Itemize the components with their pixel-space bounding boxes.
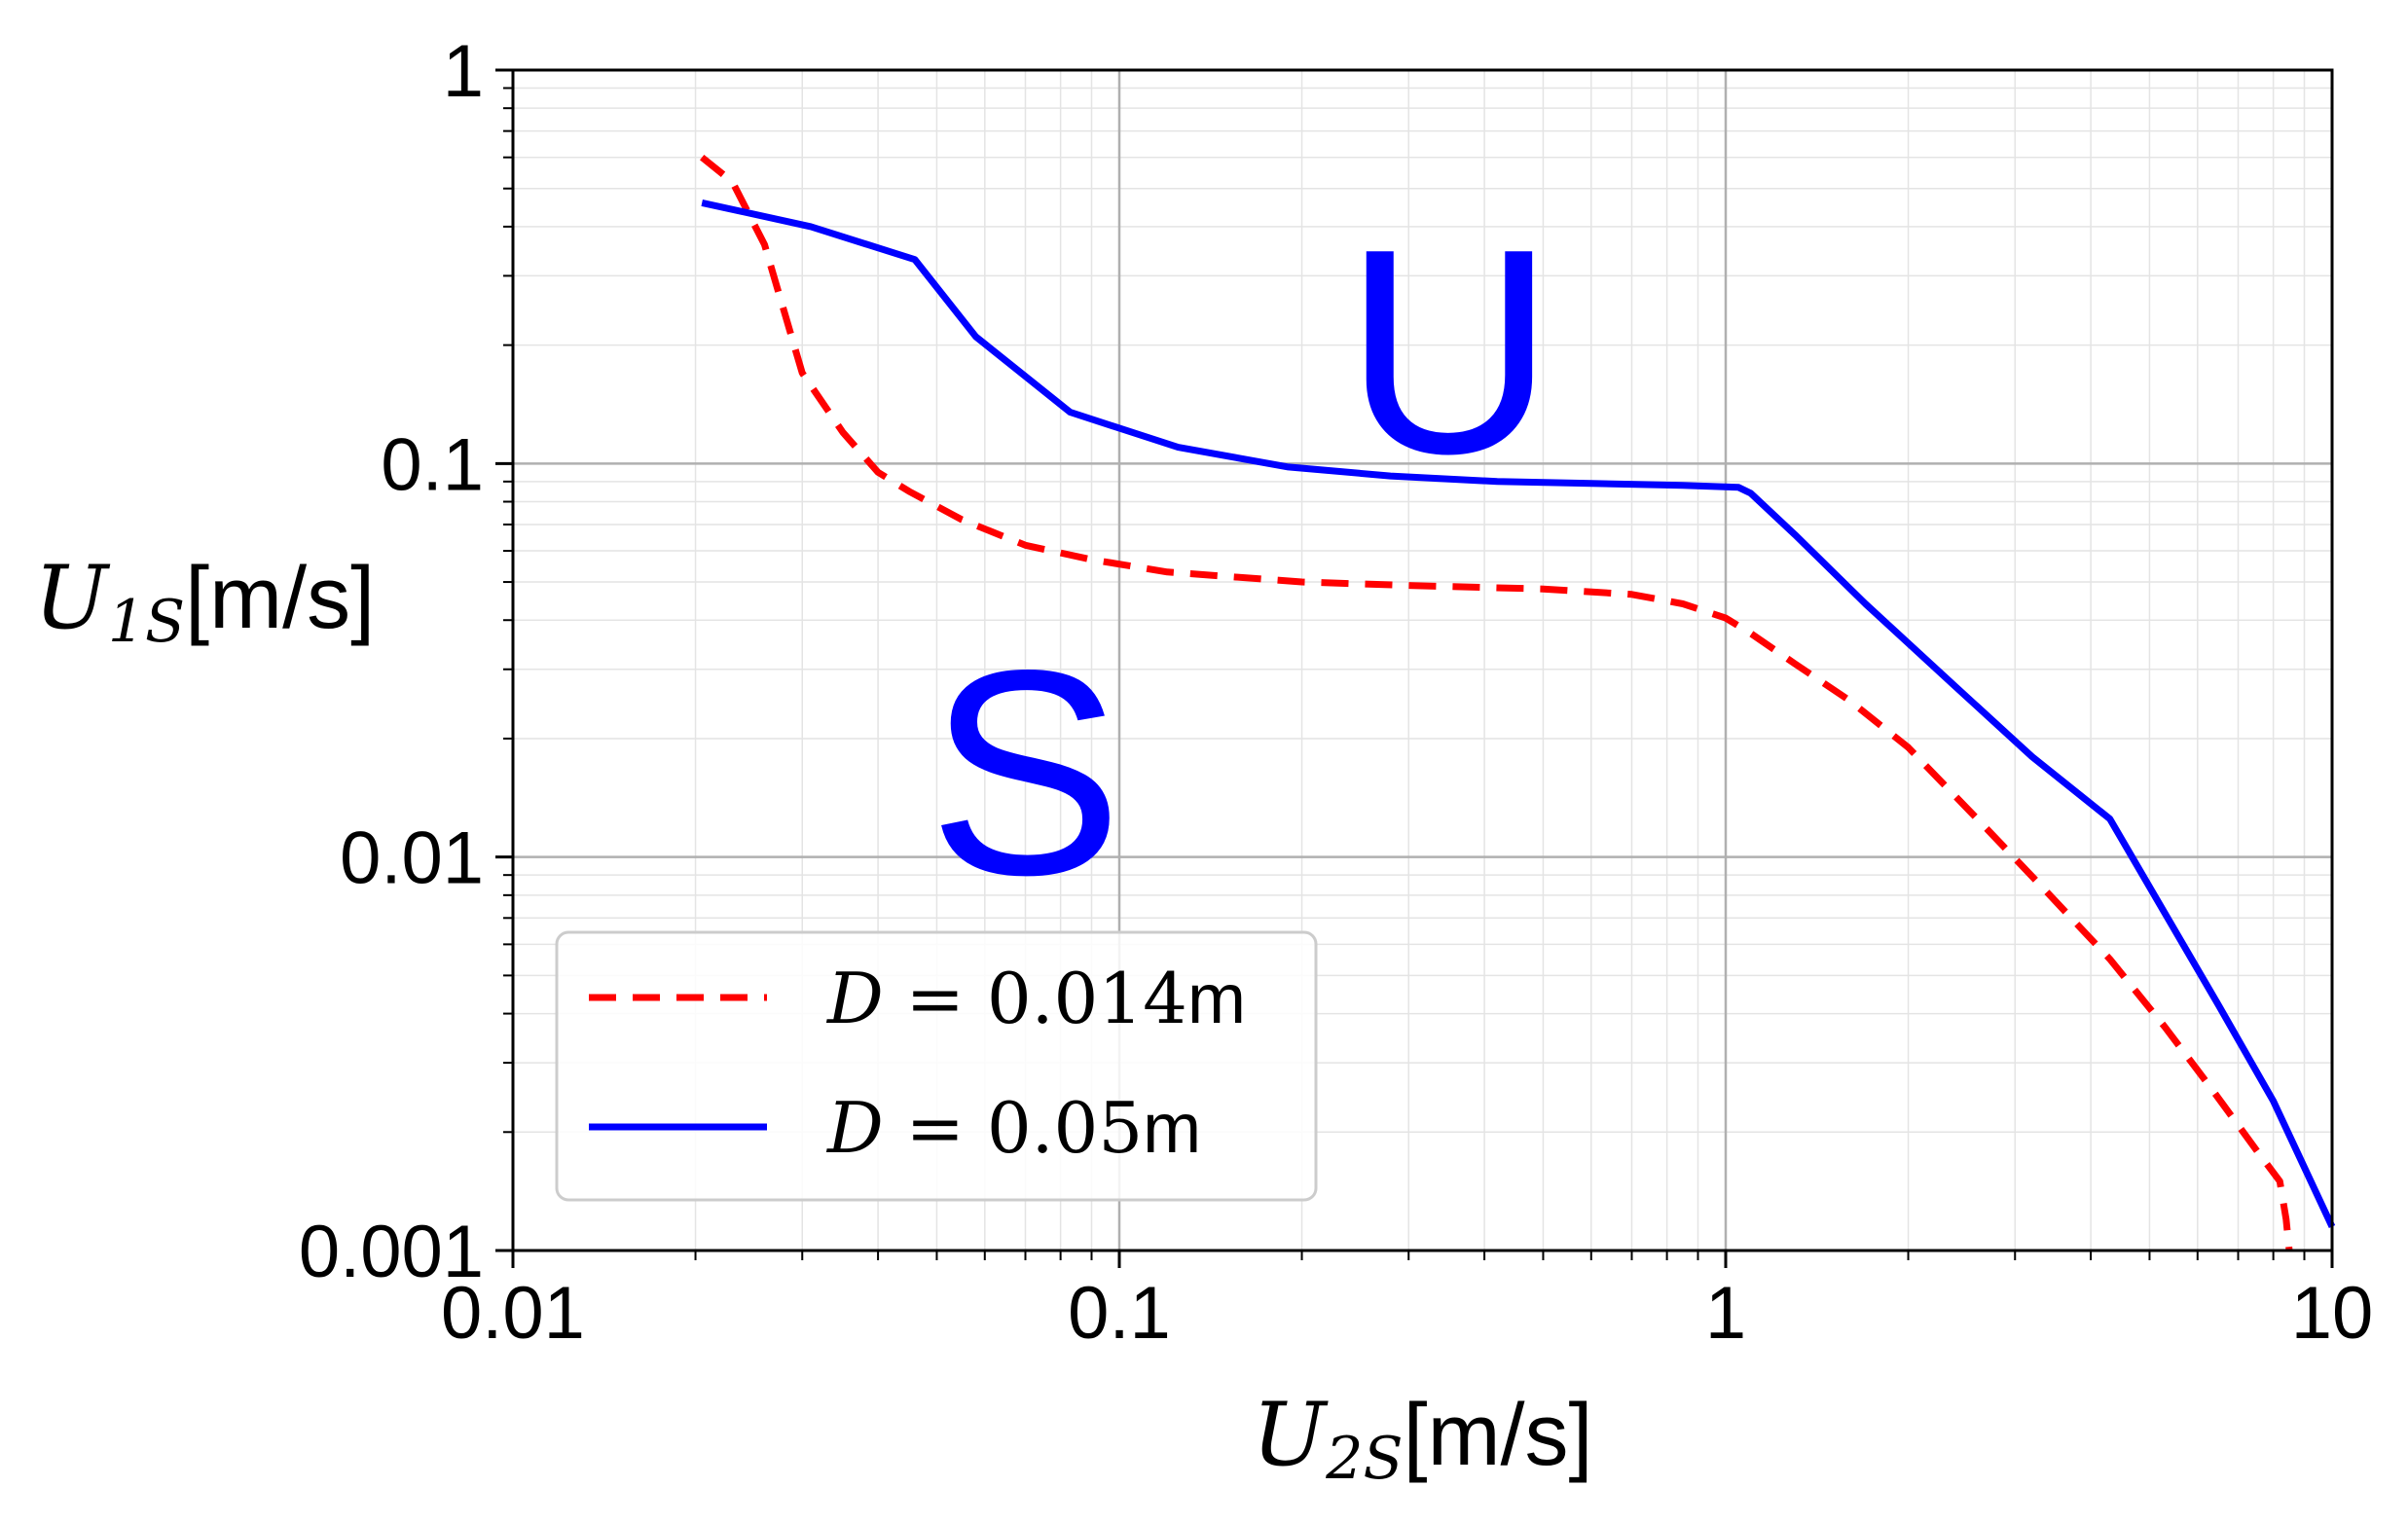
x-tick-label: 0.01 <box>441 1272 585 1355</box>
axis-ticks <box>495 68 2334 1268</box>
y-tick-label: 0.01 <box>340 817 484 900</box>
x-tick-label: 10 <box>2291 1272 2374 1355</box>
x-tick-label: 0.1 <box>1068 1272 1171 1355</box>
series-line-1 <box>701 199 2336 1228</box>
y-tick-label: 0.001 <box>299 1211 484 1293</box>
legend-entry-d-0014: D = 0.014m <box>825 958 1246 1039</box>
y-axis-label: U1S[m/s] <box>34 547 375 656</box>
x-axis-label: U2S[m/s] <box>1252 1384 1592 1493</box>
legend-entry-d-005: D = 0.05m <box>825 1087 1201 1169</box>
plot-area-frame <box>511 68 2334 1252</box>
legend: D = 0.014m D = 0.05m <box>555 930 1318 1202</box>
region-label-0: U <box>1344 188 1555 515</box>
series-line-0 <box>700 154 2293 1251</box>
region-label-1: S <box>928 608 1122 935</box>
y-tick-label: 0.1 <box>381 423 484 506</box>
y-tick-label: 1 <box>443 30 484 113</box>
region-annotations: US <box>928 188 1554 936</box>
x-tick-label: 1 <box>1705 1272 1746 1355</box>
major-gridlines <box>513 70 2332 1251</box>
minor-gridlines <box>513 70 2332 1251</box>
series-layer <box>700 154 2336 1251</box>
